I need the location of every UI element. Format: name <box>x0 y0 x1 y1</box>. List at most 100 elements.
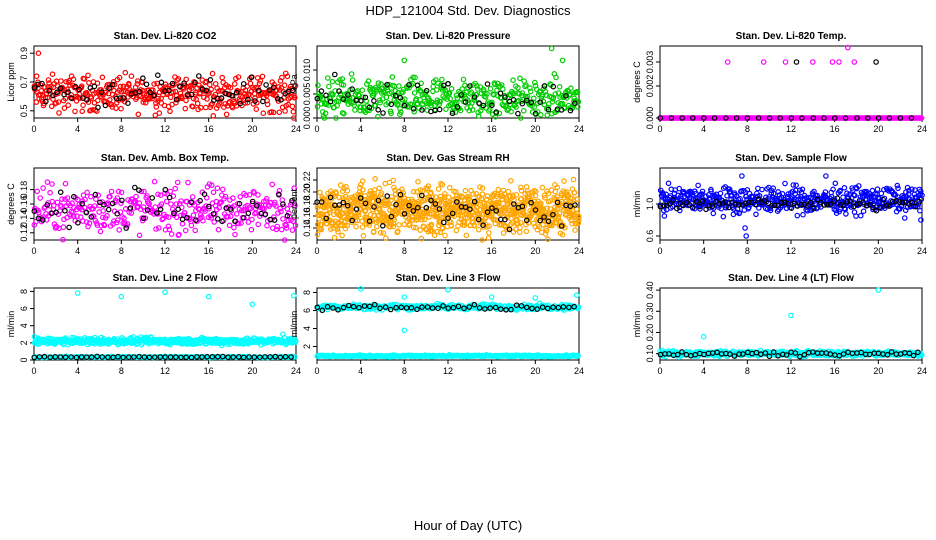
data-point <box>482 90 488 97</box>
data-point <box>375 107 382 113</box>
data-point <box>384 193 391 199</box>
data-point <box>500 86 506 92</box>
data-point <box>292 222 299 229</box>
x-tick-label: 24 <box>574 246 584 256</box>
data-point <box>39 80 45 87</box>
data-point <box>426 214 432 220</box>
data-point <box>290 292 297 299</box>
data-point <box>410 74 416 81</box>
data-point <box>65 89 71 95</box>
data-point <box>397 95 404 101</box>
data-point <box>550 83 557 90</box>
data-point <box>410 188 417 195</box>
data-point <box>163 213 169 220</box>
data-point <box>555 213 562 220</box>
data-point <box>206 203 212 210</box>
data-point <box>532 207 539 213</box>
data-point <box>339 232 345 239</box>
data-point <box>462 187 469 194</box>
data-point <box>128 73 135 80</box>
data-point <box>470 191 476 197</box>
data-point <box>742 225 748 231</box>
data-point <box>720 213 727 220</box>
x-tick-label: 20 <box>247 366 257 376</box>
data-point <box>853 213 859 219</box>
y-tick-label: 0.14 <box>302 219 312 237</box>
data-point <box>475 216 482 223</box>
data-point <box>435 186 442 192</box>
data-point <box>363 215 370 221</box>
data-point <box>189 194 196 200</box>
data-point <box>836 59 842 65</box>
data-point <box>371 187 378 193</box>
data-point <box>261 205 267 212</box>
data-point <box>136 232 143 239</box>
series-minute <box>657 287 925 360</box>
data-point <box>376 86 383 93</box>
data-point <box>83 209 90 216</box>
series-minute-low <box>314 351 581 360</box>
data-point <box>318 221 325 228</box>
y-tick-label: 0.010 <box>302 59 312 82</box>
data-point <box>225 214 231 220</box>
data-point <box>275 84 282 90</box>
data-point <box>339 222 345 229</box>
data-point <box>340 199 347 206</box>
data-point <box>548 45 555 52</box>
data-point <box>336 194 343 201</box>
data-point <box>380 230 387 236</box>
x-tick-label: 4 <box>358 124 363 134</box>
data-point <box>568 217 575 224</box>
x-tick-label: 8 <box>745 366 750 376</box>
data-point <box>554 194 560 200</box>
data-point <box>157 206 164 213</box>
data-point <box>800 211 806 218</box>
y-axis-label: ml/min <box>632 191 642 218</box>
y-axis-label: ml/min <box>289 311 299 338</box>
data-point <box>65 102 72 109</box>
data-point <box>439 181 446 188</box>
y-tick-label: 1.0 <box>645 198 655 211</box>
data-point <box>545 218 552 225</box>
data-point <box>248 226 255 233</box>
data-point <box>324 75 331 81</box>
data-point <box>331 234 338 241</box>
data-point <box>782 59 789 65</box>
data-point <box>366 104 373 111</box>
data-point <box>97 199 103 206</box>
y-tick-label: 0.20 <box>302 183 312 201</box>
data-point <box>397 109 404 115</box>
data-point <box>489 102 495 109</box>
data-point <box>501 191 508 197</box>
data-point <box>410 224 417 231</box>
data-point <box>526 194 533 200</box>
data-point <box>463 232 470 239</box>
data-point <box>339 76 346 82</box>
x-tick-label: 4 <box>75 124 80 134</box>
data-point <box>513 192 520 198</box>
data-point <box>554 199 561 206</box>
data-point <box>406 202 412 209</box>
data-point <box>457 107 464 114</box>
x-tick-label: 0 <box>314 366 319 376</box>
data-point <box>252 95 258 102</box>
data-point <box>62 180 69 187</box>
data-point <box>107 193 113 200</box>
data-point <box>91 203 98 209</box>
data-point <box>273 203 279 209</box>
data-point <box>523 97 530 104</box>
x-tick-label: 16 <box>830 366 840 376</box>
data-point <box>280 201 286 207</box>
data-point <box>349 217 356 224</box>
data-point <box>886 115 893 121</box>
data-point <box>279 74 285 81</box>
data-point <box>278 226 285 233</box>
series-minute <box>314 176 582 243</box>
data-point <box>314 231 321 238</box>
data-point <box>575 220 582 227</box>
data-point <box>372 176 378 182</box>
data-point <box>92 191 99 198</box>
data-point <box>275 98 282 104</box>
data-point <box>94 80 101 87</box>
data-point <box>788 115 795 121</box>
